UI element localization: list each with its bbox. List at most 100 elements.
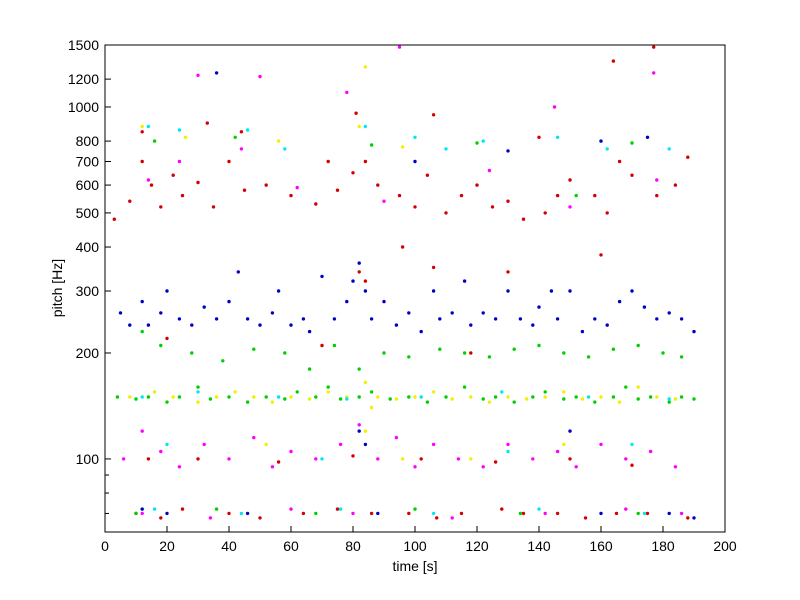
- data-point: [568, 457, 572, 461]
- data-point: [425, 173, 430, 177]
- data-point: [500, 507, 504, 511]
- data-point: [363, 442, 368, 447]
- data-point: [667, 400, 671, 404]
- data-point: [419, 329, 423, 334]
- data-point: [555, 449, 560, 454]
- data-point: [196, 180, 200, 185]
- data-point: [134, 511, 138, 516]
- data-point: [574, 395, 578, 399]
- x-tick-label: 200: [713, 538, 737, 554]
- data-point: [208, 516, 213, 520]
- y-tick-label: 500: [76, 205, 100, 221]
- x-tick-label: 140: [527, 538, 551, 554]
- data-point: [444, 147, 448, 151]
- data-point: [605, 147, 609, 151]
- data-point: [152, 507, 157, 511]
- data-point: [444, 211, 448, 215]
- data-point: [270, 465, 275, 469]
- data-point: [363, 124, 368, 129]
- data-point: [655, 193, 659, 198]
- x-tick-label: 20: [159, 538, 175, 554]
- data-point: [462, 351, 467, 355]
- data-point: [152, 139, 157, 143]
- data-point: [400, 457, 405, 461]
- data-point: [171, 173, 175, 177]
- data-point: [369, 317, 374, 321]
- data-point: [667, 311, 671, 315]
- data-point: [345, 397, 349, 401]
- data-point: [574, 193, 578, 198]
- data-point: [655, 178, 659, 182]
- data-point: [357, 261, 361, 265]
- data-point: [475, 141, 479, 145]
- data-point: [326, 385, 330, 389]
- data-point: [537, 135, 541, 139]
- data-point: [345, 299, 349, 304]
- data-point: [345, 90, 349, 95]
- data-point: [180, 193, 185, 198]
- data-point: [159, 516, 163, 520]
- data-point: [636, 385, 640, 389]
- data-point: [140, 329, 144, 334]
- data-point: [196, 457, 200, 461]
- data-point: [444, 395, 448, 399]
- data-point: [407, 355, 411, 359]
- points-layer: [112, 45, 696, 520]
- data-point: [376, 395, 380, 399]
- data-point: [568, 289, 572, 293]
- data-point: [630, 289, 634, 293]
- data-point: [159, 205, 163, 209]
- data-point: [469, 457, 473, 461]
- data-point: [673, 397, 678, 401]
- data-point: [645, 511, 650, 516]
- data-point: [363, 65, 368, 69]
- data-point: [512, 347, 516, 351]
- data-point: [202, 442, 206, 447]
- data-point: [332, 343, 337, 348]
- data-point: [214, 317, 219, 321]
- data-point: [177, 465, 182, 469]
- data-point: [593, 193, 597, 198]
- data-point: [171, 395, 175, 399]
- data-point: [214, 71, 219, 75]
- data-point: [159, 343, 163, 348]
- data-point: [490, 205, 495, 209]
- data-point: [586, 355, 591, 359]
- data-point: [586, 395, 591, 399]
- data-point: [493, 395, 498, 399]
- data-point: [314, 511, 318, 516]
- data-point: [413, 507, 417, 511]
- data-point: [314, 202, 318, 206]
- data-point: [630, 463, 634, 467]
- data-point: [630, 173, 634, 177]
- data-point: [227, 159, 231, 164]
- data-point: [475, 183, 479, 187]
- data-point: [264, 442, 268, 447]
- data-point: [196, 73, 200, 78]
- data-point: [521, 511, 526, 516]
- data-point: [568, 429, 572, 433]
- data-point: [112, 217, 117, 221]
- y-tick-label: 1000: [68, 99, 99, 115]
- data-point: [258, 516, 262, 520]
- data-point: [624, 507, 628, 511]
- data-point: [469, 323, 473, 327]
- data-point: [382, 199, 386, 203]
- data-point: [357, 124, 361, 129]
- data-point: [611, 347, 616, 351]
- data-point: [289, 323, 293, 327]
- data-point: [165, 289, 169, 293]
- data-point: [506, 199, 510, 203]
- data-point: [314, 457, 318, 461]
- data-point: [233, 135, 237, 139]
- data-point: [469, 395, 473, 399]
- data-point: [140, 299, 144, 304]
- data-point: [655, 395, 659, 399]
- data-point: [388, 397, 392, 401]
- data-point: [642, 305, 647, 309]
- x-tick-label: 100: [403, 538, 427, 554]
- data-point: [211, 205, 216, 209]
- data-point: [459, 193, 464, 198]
- data-point: [493, 460, 498, 464]
